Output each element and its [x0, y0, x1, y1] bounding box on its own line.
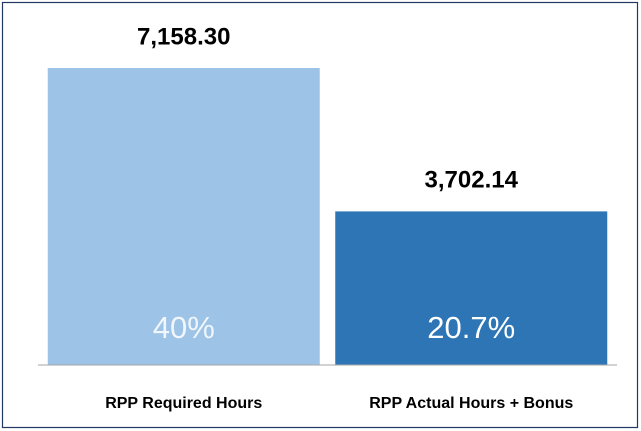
bar — [335, 211, 608, 365]
x-tick-label: RPP Actual Hours + Bonus — [369, 395, 573, 412]
data-label: 3,702.14 — [425, 167, 519, 194]
share-label: 40% — [153, 310, 215, 345]
share-label: 20.7% — [427, 310, 515, 345]
bar — [47, 68, 320, 365]
data-label: 7,158.30 — [137, 23, 230, 50]
x-tick-label: RPP Required Hours — [105, 395, 262, 412]
